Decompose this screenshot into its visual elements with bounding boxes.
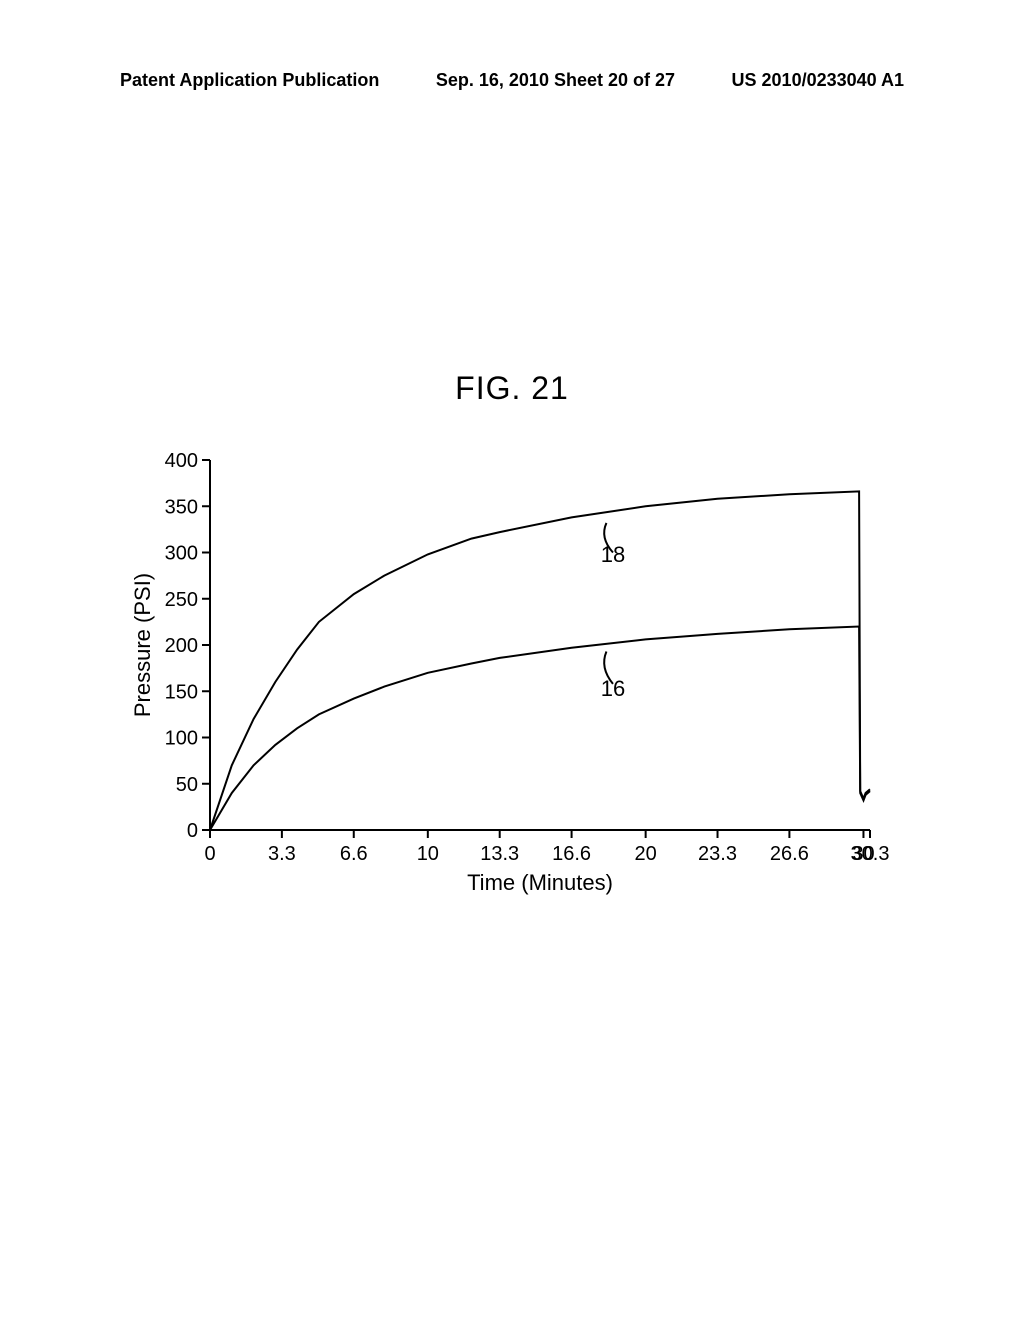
svg-text:400: 400 bbox=[165, 450, 198, 472]
svg-text:350: 350 bbox=[165, 496, 198, 518]
curve-label-18: 18 bbox=[601, 542, 625, 567]
header-left: Patent Application Publication bbox=[120, 70, 379, 91]
curve-16 bbox=[210, 627, 870, 831]
svg-text:200: 200 bbox=[165, 635, 198, 657]
svg-text:50: 50 bbox=[176, 774, 198, 796]
curve-18 bbox=[210, 491, 870, 830]
svg-text:3.3: 3.3 bbox=[268, 843, 296, 865]
svg-text:20: 20 bbox=[635, 843, 657, 865]
svg-text:100: 100 bbox=[165, 728, 198, 750]
svg-text:0: 0 bbox=[187, 820, 198, 842]
figure-title: FIG. 21 bbox=[0, 370, 1024, 407]
curve-label-16: 16 bbox=[601, 676, 625, 701]
svg-text:10: 10 bbox=[417, 843, 439, 865]
chart-svg: 0 50 100 150 200 250 300 350 400 0 3.3 6.6 10 13.3 16.… bbox=[130, 440, 890, 900]
svg-text:150: 150 bbox=[165, 681, 198, 703]
svg-text:0: 0 bbox=[204, 843, 215, 865]
svg-text:30.3: 30.3 bbox=[851, 843, 890, 865]
svg-text:26.6: 26.6 bbox=[770, 843, 809, 865]
svg-text:Time (Minutes): Time (Minutes) bbox=[467, 870, 613, 895]
svg-text:6.6: 6.6 bbox=[340, 843, 368, 865]
svg-text:300: 300 bbox=[165, 543, 198, 565]
svg-text:250: 250 bbox=[165, 589, 198, 611]
header-right: US 2010/0233040 A1 bbox=[732, 70, 904, 91]
svg-text:Pressure (PSI): Pressure (PSI) bbox=[130, 573, 155, 717]
svg-text:16.6: 16.6 bbox=[552, 843, 591, 865]
page-header: Patent Application Publication Sep. 16, … bbox=[0, 70, 1024, 91]
svg-text:23.3: 23.3 bbox=[698, 843, 737, 865]
svg-text:13.3: 13.3 bbox=[480, 843, 519, 865]
header-center: Sep. 16, 2010 Sheet 20 of 27 bbox=[436, 70, 675, 91]
pressure-time-chart: 0 50 100 150 200 250 300 350 400 0 3.3 6.6 10 13.3 16.… bbox=[130, 440, 890, 900]
